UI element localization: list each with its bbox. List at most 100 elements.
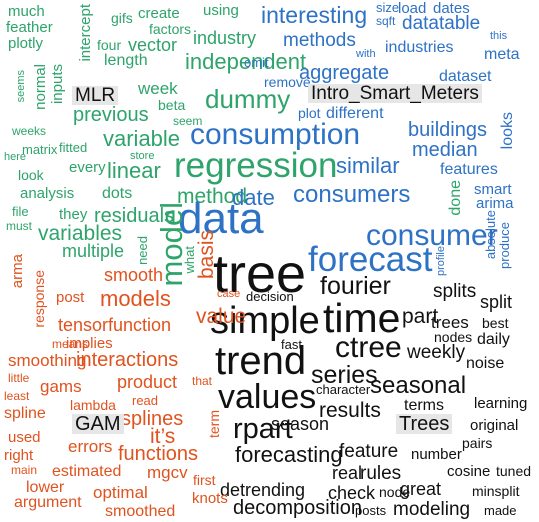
word-file: file (12, 204, 29, 219)
word-least: least (4, 389, 30, 403)
word-implies: implies (66, 335, 113, 352)
word-they: they (59, 206, 88, 223)
word-done: done (447, 180, 464, 216)
word-splines: splines (121, 408, 184, 430)
word-regression: regression (174, 146, 338, 185)
word-smooth: smooth (104, 265, 164, 285)
word-load: load (398, 0, 427, 17)
word-data: data (178, 194, 264, 243)
word-posts: posts (355, 503, 387, 518)
word-residuals: residuals (94, 205, 175, 227)
word-need: need (135, 236, 150, 265)
word-values: values (218, 378, 317, 416)
word-errors: errors (68, 437, 113, 456)
word-gams: gams (40, 377, 82, 396)
word-variables: variables (38, 222, 123, 245)
word-value: value (196, 305, 247, 328)
word-dates: dates (433, 0, 470, 17)
word-gifs: gifs (111, 10, 133, 26)
word-terms: terms (404, 397, 444, 414)
word-splits: splits (433, 281, 477, 302)
word-means: means (52, 337, 89, 351)
word-weekly: weekly (407, 342, 466, 363)
word-with: with (356, 48, 376, 60)
word-little: little (8, 371, 30, 385)
tag-word-mlr: MLR (72, 86, 119, 105)
word-consumers: consumers (293, 181, 411, 208)
word-interactions: interactions (76, 349, 179, 371)
word-term: term (206, 410, 222, 438)
word-time: time (323, 295, 401, 341)
word-estimated: estimated (52, 463, 122, 480)
word-consumption: consumption (190, 118, 361, 151)
word-plot: plot (298, 105, 321, 121)
word-cosine: cosine (447, 463, 491, 480)
word-knots: knots (192, 490, 228, 507)
word-seems: seems (15, 70, 27, 103)
word-nodes: nodes (434, 329, 473, 345)
word-tree: tree (213, 244, 307, 304)
word-here: here (4, 151, 27, 163)
word-series: series (311, 361, 378, 389)
word-character: character (316, 382, 371, 397)
word-create: create (138, 5, 180, 22)
word-datatable: datatable (402, 13, 481, 34)
word-industry: industry (193, 28, 257, 48)
word-product: product (117, 372, 178, 392)
word-feather: feather (6, 19, 53, 36)
word-smart: smart (474, 181, 512, 198)
word-seasonal: seasonal (370, 372, 467, 399)
word-forecast: forecast (308, 240, 433, 279)
word-interesting: interesting (261, 2, 368, 28)
word-read: read (132, 393, 159, 408)
word-buildings: buildings (408, 119, 487, 141)
word-first: first (193, 472, 216, 488)
word-much: much (8, 3, 45, 20)
word-detrending: detrending (220, 480, 306, 500)
tag-word-trees: Trees (396, 414, 453, 434)
word-factors: factors (149, 21, 192, 37)
word-optimal: optimal (93, 483, 148, 502)
word-profile: profile (435, 246, 447, 276)
word-original: original (470, 417, 519, 434)
word-tensorfunction: tensorfunction (58, 315, 172, 335)
word-learning: learning (474, 395, 528, 412)
word-response: response (31, 270, 47, 328)
word-variable: variable (103, 126, 181, 151)
word-dots: dots (102, 185, 133, 202)
word-trees: trees (431, 313, 469, 332)
word-pairs: pairs (462, 435, 493, 451)
word-argument: argument (14, 494, 82, 511)
word-post: post (56, 289, 85, 306)
word-trend: trend (215, 339, 307, 383)
word-modeling: modeling (393, 499, 471, 520)
word-produce: produce (497, 222, 512, 269)
word-results: results (319, 399, 381, 422)
word-dataset: dataset (439, 68, 492, 85)
word-features: features (440, 161, 498, 178)
word-median: median (412, 139, 478, 161)
word-used: used (8, 429, 41, 446)
word-rules: rules (360, 463, 402, 484)
word-decision: decision (246, 289, 294, 304)
word-absolute: absolute (483, 210, 498, 260)
word-number: number (411, 446, 462, 463)
word-every: every (69, 159, 106, 176)
word-intercept: intercept (77, 4, 94, 62)
word-simple: simple (210, 300, 320, 342)
word-looks: looks (499, 112, 516, 150)
word-it-s: it’s (150, 425, 176, 448)
word-fourier: fourier (320, 272, 391, 300)
word-rpart: rpart (233, 413, 293, 445)
word-date: date (232, 185, 275, 210)
word-methods: methods (283, 30, 356, 51)
word-different: different (326, 105, 384, 122)
word-feature: feature (339, 441, 399, 462)
word-method: method (177, 185, 248, 208)
word-noise: noise (466, 355, 505, 372)
word-size: size (376, 0, 400, 15)
word-real: real (332, 463, 363, 483)
word-case: case (217, 288, 241, 300)
word-multiple: multiple (62, 241, 125, 261)
